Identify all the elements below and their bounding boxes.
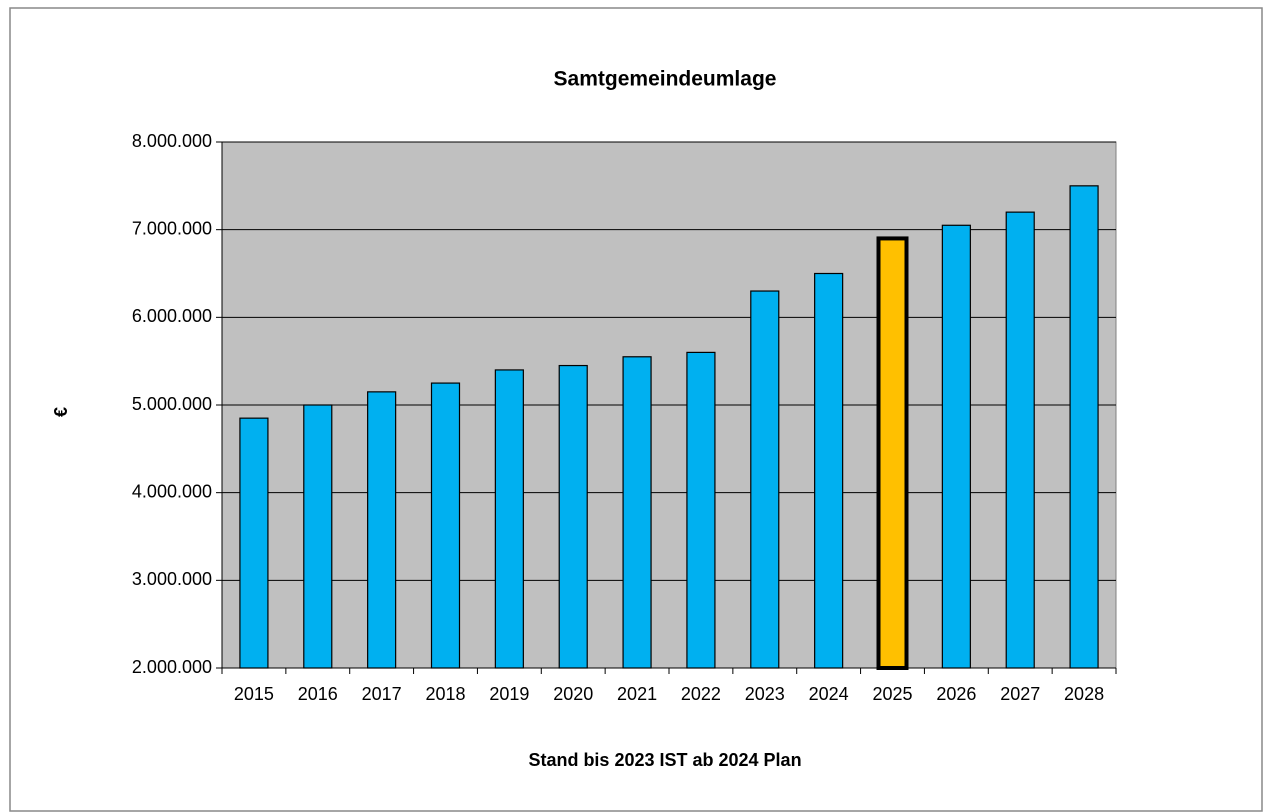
bar [430, 382, 461, 669]
y-tick-label: 3.000.000 [132, 569, 212, 589]
bar [686, 351, 716, 669]
x-tick-label: 2015 [234, 684, 274, 704]
y-tick-label: 5.000.000 [132, 394, 212, 414]
bar [814, 272, 844, 669]
bar [1005, 211, 1035, 669]
bar [941, 224, 971, 669]
bar [750, 290, 780, 669]
x-tick-label: 2023 [745, 684, 785, 704]
bar [1069, 185, 1099, 669]
bar [303, 404, 333, 669]
bar [494, 369, 524, 669]
x-tick-label: 2021 [617, 684, 657, 704]
bar [622, 356, 652, 669]
x-tick-label: 2020 [553, 684, 593, 704]
x-tick-label: 2024 [809, 684, 849, 704]
y-tick-label: 2.000.000 [132, 657, 212, 677]
y-tick-label: 6.000.000 [132, 306, 212, 326]
x-tick-label: 2019 [489, 684, 529, 704]
y-axis-label: € [51, 407, 71, 417]
bar [367, 391, 397, 669]
y-tick-label: 8.000.000 [132, 131, 212, 151]
bar [558, 364, 588, 669]
x-tick-label: 2016 [298, 684, 338, 704]
x-tick-label: 2028 [1064, 684, 1104, 704]
x-tick-label: 2018 [425, 684, 465, 704]
bar [876, 236, 909, 671]
chart-title: Samtgemeindeumlage [554, 68, 777, 91]
x-tick-label: 2017 [362, 684, 402, 704]
y-tick-label: 4.000.000 [132, 481, 212, 501]
bar [239, 417, 269, 669]
x-tick-label: 2027 [1000, 684, 1040, 704]
x-tick-label: 2026 [936, 684, 976, 704]
x-tick-label: 2022 [681, 684, 721, 704]
y-tick-label: 7.000.000 [132, 218, 212, 238]
x-tick-label: 2025 [872, 684, 912, 704]
x-axis-label: Stand bis 2023 IST ab 2024 Plan [528, 750, 801, 770]
